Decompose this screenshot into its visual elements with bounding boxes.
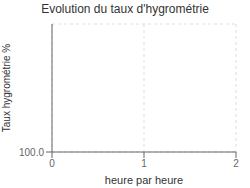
svg-text:heure par heure: heure par heure (105, 174, 183, 186)
svg-text:100.0: 100.0 (19, 147, 44, 158)
html-text:Evolution du taux d'hygrométri: Evolution du taux d'hygrométrie (41, 2, 209, 16)
svg-text:1: 1 (141, 158, 147, 169)
svg-text:2: 2 (233, 158, 239, 169)
svg-text:0: 0 (49, 158, 55, 169)
svg-text:Taux hygrométrie %: Taux hygrométrie % (8, 44, 12, 132)
